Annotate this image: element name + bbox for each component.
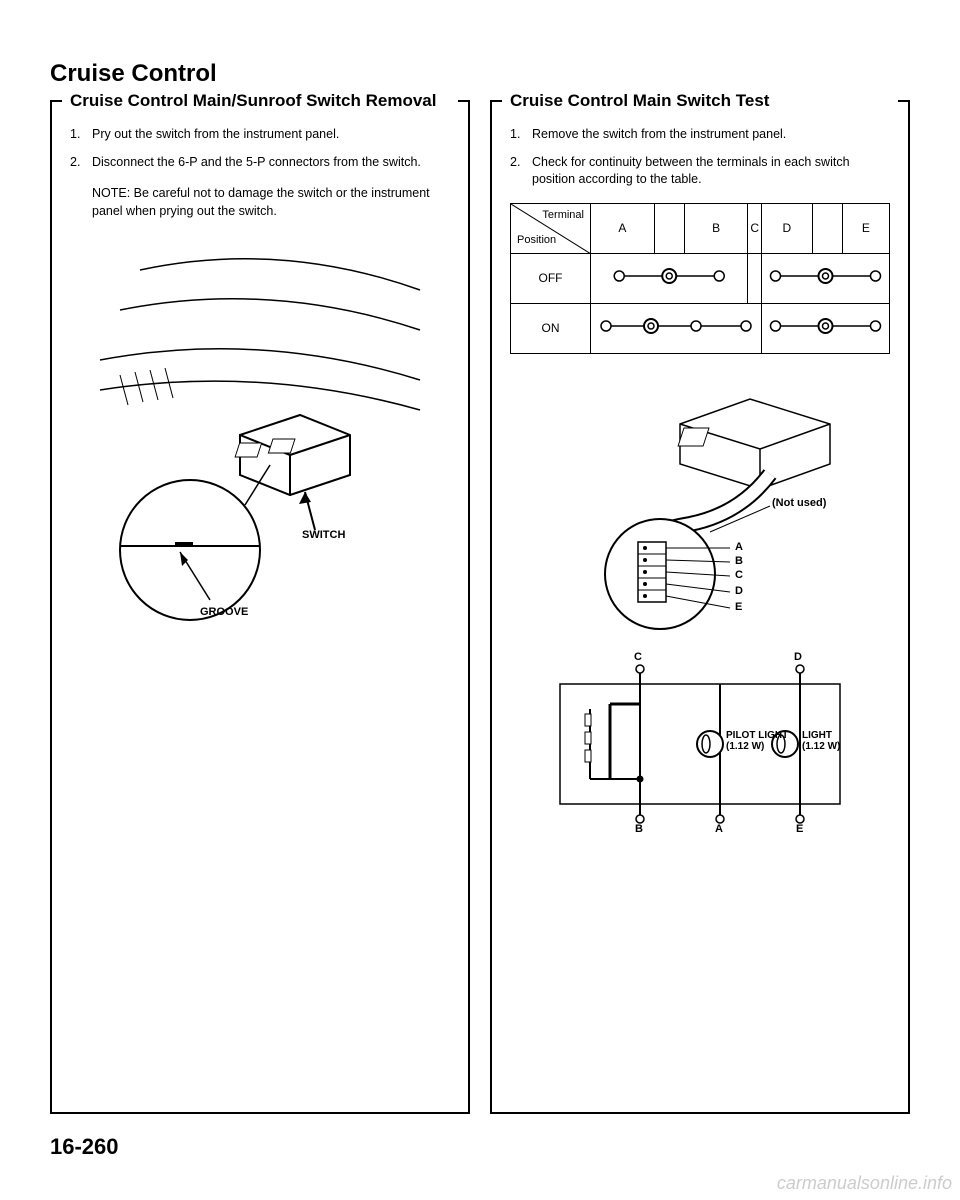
columns: Cruise Control Main/Sunroof Switch Remov…	[50, 100, 910, 1114]
row-off: OFF	[511, 253, 890, 303]
circ-top-D: D	[794, 650, 802, 665]
pin-D: D	[735, 584, 743, 599]
right-column: Cruise Control Main Switch Test Remove t…	[490, 100, 910, 1114]
watermark: carmanualsonline.info	[777, 1173, 952, 1194]
off-de	[762, 253, 890, 303]
col-blank2	[812, 203, 842, 253]
on-abc	[591, 303, 762, 353]
col-B: B	[684, 203, 748, 253]
col-A: A	[591, 203, 655, 253]
circ-top-C: C	[634, 650, 642, 665]
corner-top: Terminal	[542, 208, 584, 223]
left-step-1: Pry out the switch from the instrument p…	[70, 126, 450, 144]
row-on: ON	[511, 303, 890, 353]
col-D: D	[762, 203, 813, 253]
not-used-label: (Not used)	[772, 496, 826, 511]
corner-bottom: Position	[517, 233, 556, 248]
pin-C: C	[735, 568, 743, 583]
left-illustration: SWITCH GROOVE	[70, 230, 450, 650]
page-number: 16-260	[50, 1134, 910, 1160]
circ-bot-B: B	[635, 822, 643, 837]
circuit-diagram: C D B A E PILOT LIGHT (1.12 W) LIGHT (1.…	[510, 654, 890, 834]
connector-svg	[510, 384, 890, 634]
pilot-light-label: PILOT LIGHT (1.12 W)	[726, 730, 788, 752]
light-text: LIGHT	[802, 730, 832, 741]
continuity-table: Terminal Position A B C D E OFF	[510, 203, 890, 354]
groove-label: GROOVE	[200, 605, 248, 620]
left-step-2: Disconnect the 6-P and the 5-P connector…	[70, 154, 450, 172]
left-column: Cruise Control Main/Sunroof Switch Remov…	[50, 100, 470, 1114]
light-label: LIGHT (1.12 W)	[802, 730, 840, 752]
on-de	[762, 303, 890, 353]
light-watt: (1.12 W)	[802, 741, 840, 752]
col-E: E	[842, 203, 889, 253]
page-title: Cruise Control	[50, 60, 910, 88]
left-body: Pry out the switch from the instrument p…	[52, 112, 468, 1112]
table-corner: Terminal Position	[511, 203, 591, 253]
right-steps: Remove the switch from the instrument pa…	[510, 126, 890, 189]
connector-illustration: (Not used) A B C D E	[510, 384, 890, 634]
right-heading: Cruise Control Main Switch Test	[502, 90, 898, 112]
circ-bot-E: E	[796, 822, 803, 837]
left-heading: Cruise Control Main/Sunroof Switch Remov…	[62, 90, 458, 112]
off-ab	[591, 253, 748, 303]
right-step-2: Check for continuity between the termina…	[510, 154, 890, 189]
left-steps: Pry out the switch from the instrument p…	[70, 126, 450, 171]
col-blank1	[654, 203, 684, 253]
right-step-1: Remove the switch from the instrument pa…	[510, 126, 890, 144]
off-c	[748, 253, 762, 303]
col-C: C	[748, 203, 762, 253]
pin-E: E	[735, 600, 742, 615]
page: Cruise Control Cruise Control Main/Sunro…	[0, 0, 960, 1200]
switch-label: SWITCH	[302, 528, 345, 543]
pilot-light-text: PILOT LIGHT	[726, 730, 788, 741]
left-note: NOTE: Be careful not to damage the switc…	[92, 185, 450, 220]
row-on-label: ON	[511, 303, 591, 353]
row-off-label: OFF	[511, 253, 591, 303]
right-body: Remove the switch from the instrument pa…	[492, 112, 908, 1112]
circ-bot-A: A	[715, 822, 723, 837]
dashboard-svg	[70, 230, 450, 650]
pilot-light-watt: (1.12 W)	[726, 741, 764, 752]
